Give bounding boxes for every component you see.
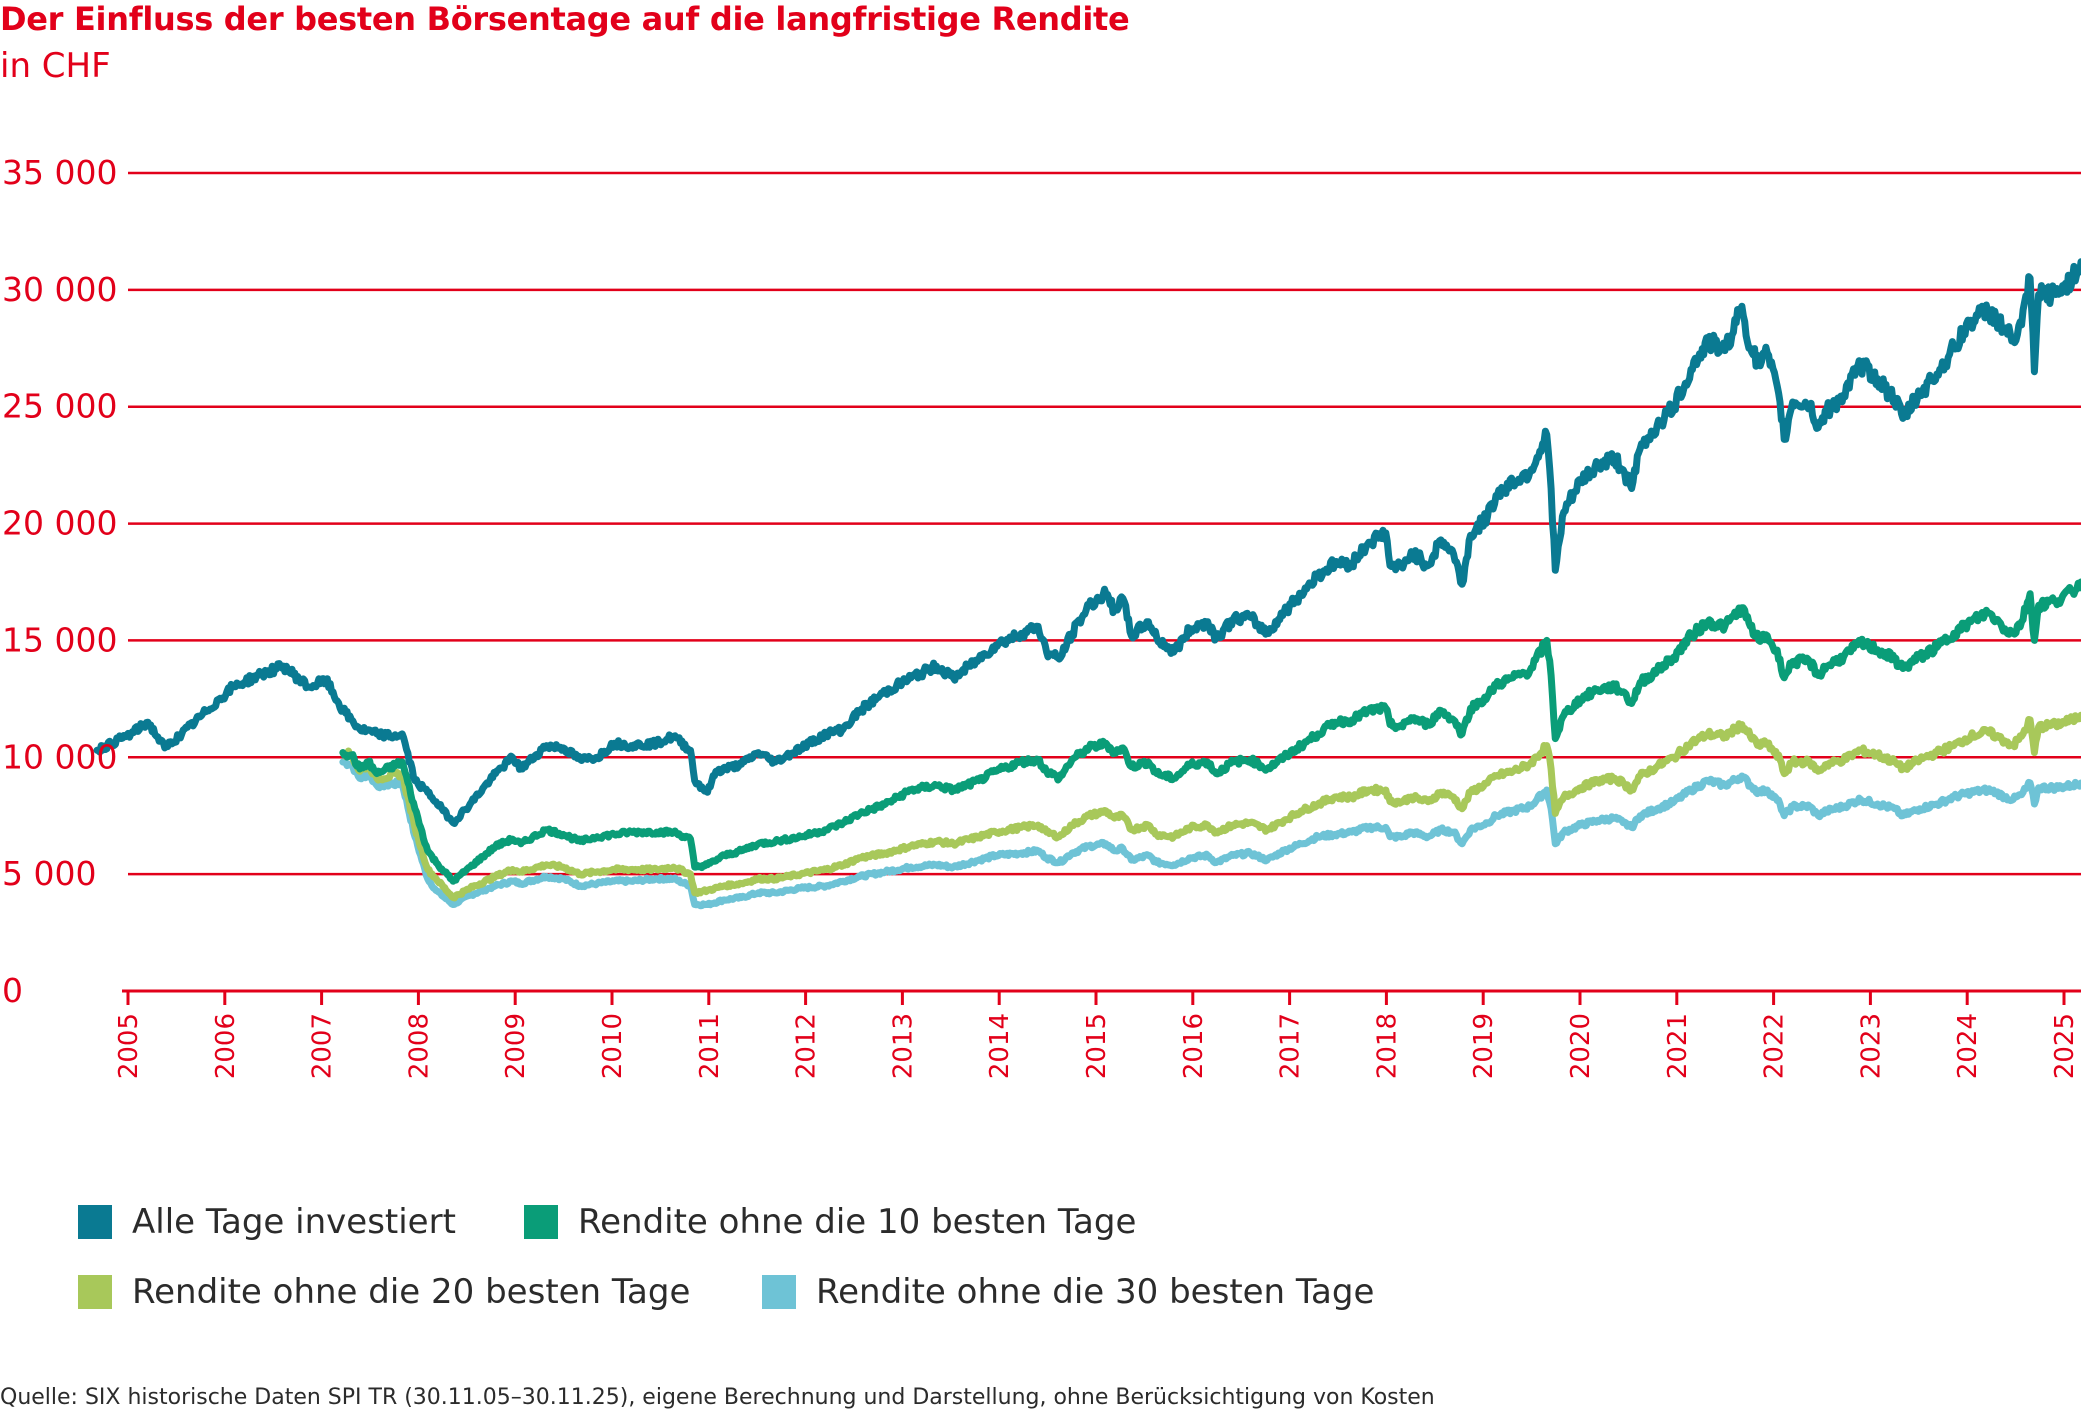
legend-swatch [524, 1205, 558, 1239]
legend-item-all-days: Alle Tage investiert [78, 1202, 456, 1242]
chart-title: Der Einfluss der besten Börsentage auf d… [0, 0, 1130, 38]
series-lines [93, 258, 2081, 910]
y-tick-label: 15 000 [2, 620, 117, 659]
legend-swatch [78, 1205, 112, 1239]
x-tick-label: 2007 [308, 1013, 338, 1079]
x-tick-label: 2010 [598, 1013, 628, 1079]
x-tick-label: 2023 [1856, 1013, 1886, 1079]
x-tick-label: 2025 [2050, 1013, 2080, 1079]
x-tick-label: 2020 [1566, 1013, 1596, 1079]
x-tick-label: 2015 [1082, 1013, 1112, 1079]
legend-label: Rendite ohne die 20 besten Tage [132, 1272, 691, 1312]
legend-swatch [78, 1275, 112, 1309]
y-tick-label: 35 000 [2, 153, 117, 192]
x-tick-label: 2008 [404, 1013, 434, 1079]
series-line-3 [339, 758, 2081, 910]
x-tick-label: 2018 [1372, 1013, 1402, 1079]
series-line-1 [339, 578, 2081, 885]
legend-label: Alle Tage investiert [132, 1202, 456, 1242]
y-tick-label: 30 000 [2, 270, 117, 309]
y-tick-label: 5 000 [2, 854, 96, 893]
x-tick-label: 2024 [1953, 1013, 1983, 1079]
x-tick-label: 2005 [114, 1013, 144, 1079]
x-tick-label: 2022 [1760, 1013, 1790, 1079]
chart-subtitle: in CHF [0, 46, 111, 86]
x-tick-label: 2014 [985, 1013, 1015, 1079]
y-tick-label: 10 000 [2, 737, 117, 776]
legend-label: Rendite ohne die 30 besten Tage [816, 1272, 1375, 1312]
y-tick-label: 25 000 [2, 387, 117, 426]
line-chart: 0 5 000 10 000 15 000 20 000 25 000 30 000 35 0… [2, 153, 2081, 1079]
x-tick-label: 2006 [211, 1013, 241, 1079]
x-tick-label: 2017 [1276, 1013, 1306, 1079]
legend-item-without-30: Rendite ohne die 30 besten Tage [762, 1272, 1374, 1312]
legend-swatch [762, 1275, 796, 1309]
x-tick-label: 2019 [1469, 1013, 1499, 1079]
x-tick-label: 2011 [695, 1013, 725, 1079]
x-tick-label: 2013 [888, 1013, 918, 1079]
axes: 0 5 000 10 000 15 000 20 000 25 000 30 000 35 0… [2, 153, 2081, 1079]
legend-label: Rendite ohne die 10 besten Tage [578, 1202, 1137, 1242]
legend-item-without-20: Rendite ohne die 20 besten Tage [78, 1272, 690, 1312]
y-tick-label: 0 [2, 971, 23, 1010]
y-tick-label: 20 000 [2, 504, 117, 543]
x-tick-label: 2012 [792, 1013, 822, 1079]
x-tick-label: 2021 [1663, 1013, 1693, 1079]
series-line-2 [339, 711, 2081, 902]
x-tick-label: 2009 [501, 1013, 531, 1079]
legend-item-without-10: Rendite ohne die 10 besten Tage [524, 1202, 1136, 1242]
x-tick-label: 2016 [1179, 1013, 1209, 1079]
series-line-0 [93, 258, 2081, 827]
source-note: Quelle: SIX historische Daten SPI TR (30… [0, 1385, 1435, 1410]
